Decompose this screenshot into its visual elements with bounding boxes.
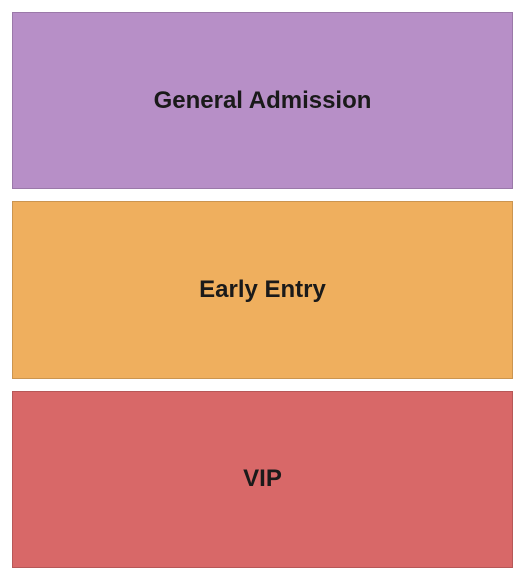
- section-general-admission[interactable]: General Admission: [12, 12, 513, 189]
- section-label: VIP: [243, 465, 282, 493]
- section-vip[interactable]: VIP: [12, 391, 513, 568]
- section-label: Early Entry: [199, 276, 326, 304]
- section-early-entry[interactable]: Early Entry: [12, 201, 513, 378]
- section-label: General Admission: [154, 87, 372, 115]
